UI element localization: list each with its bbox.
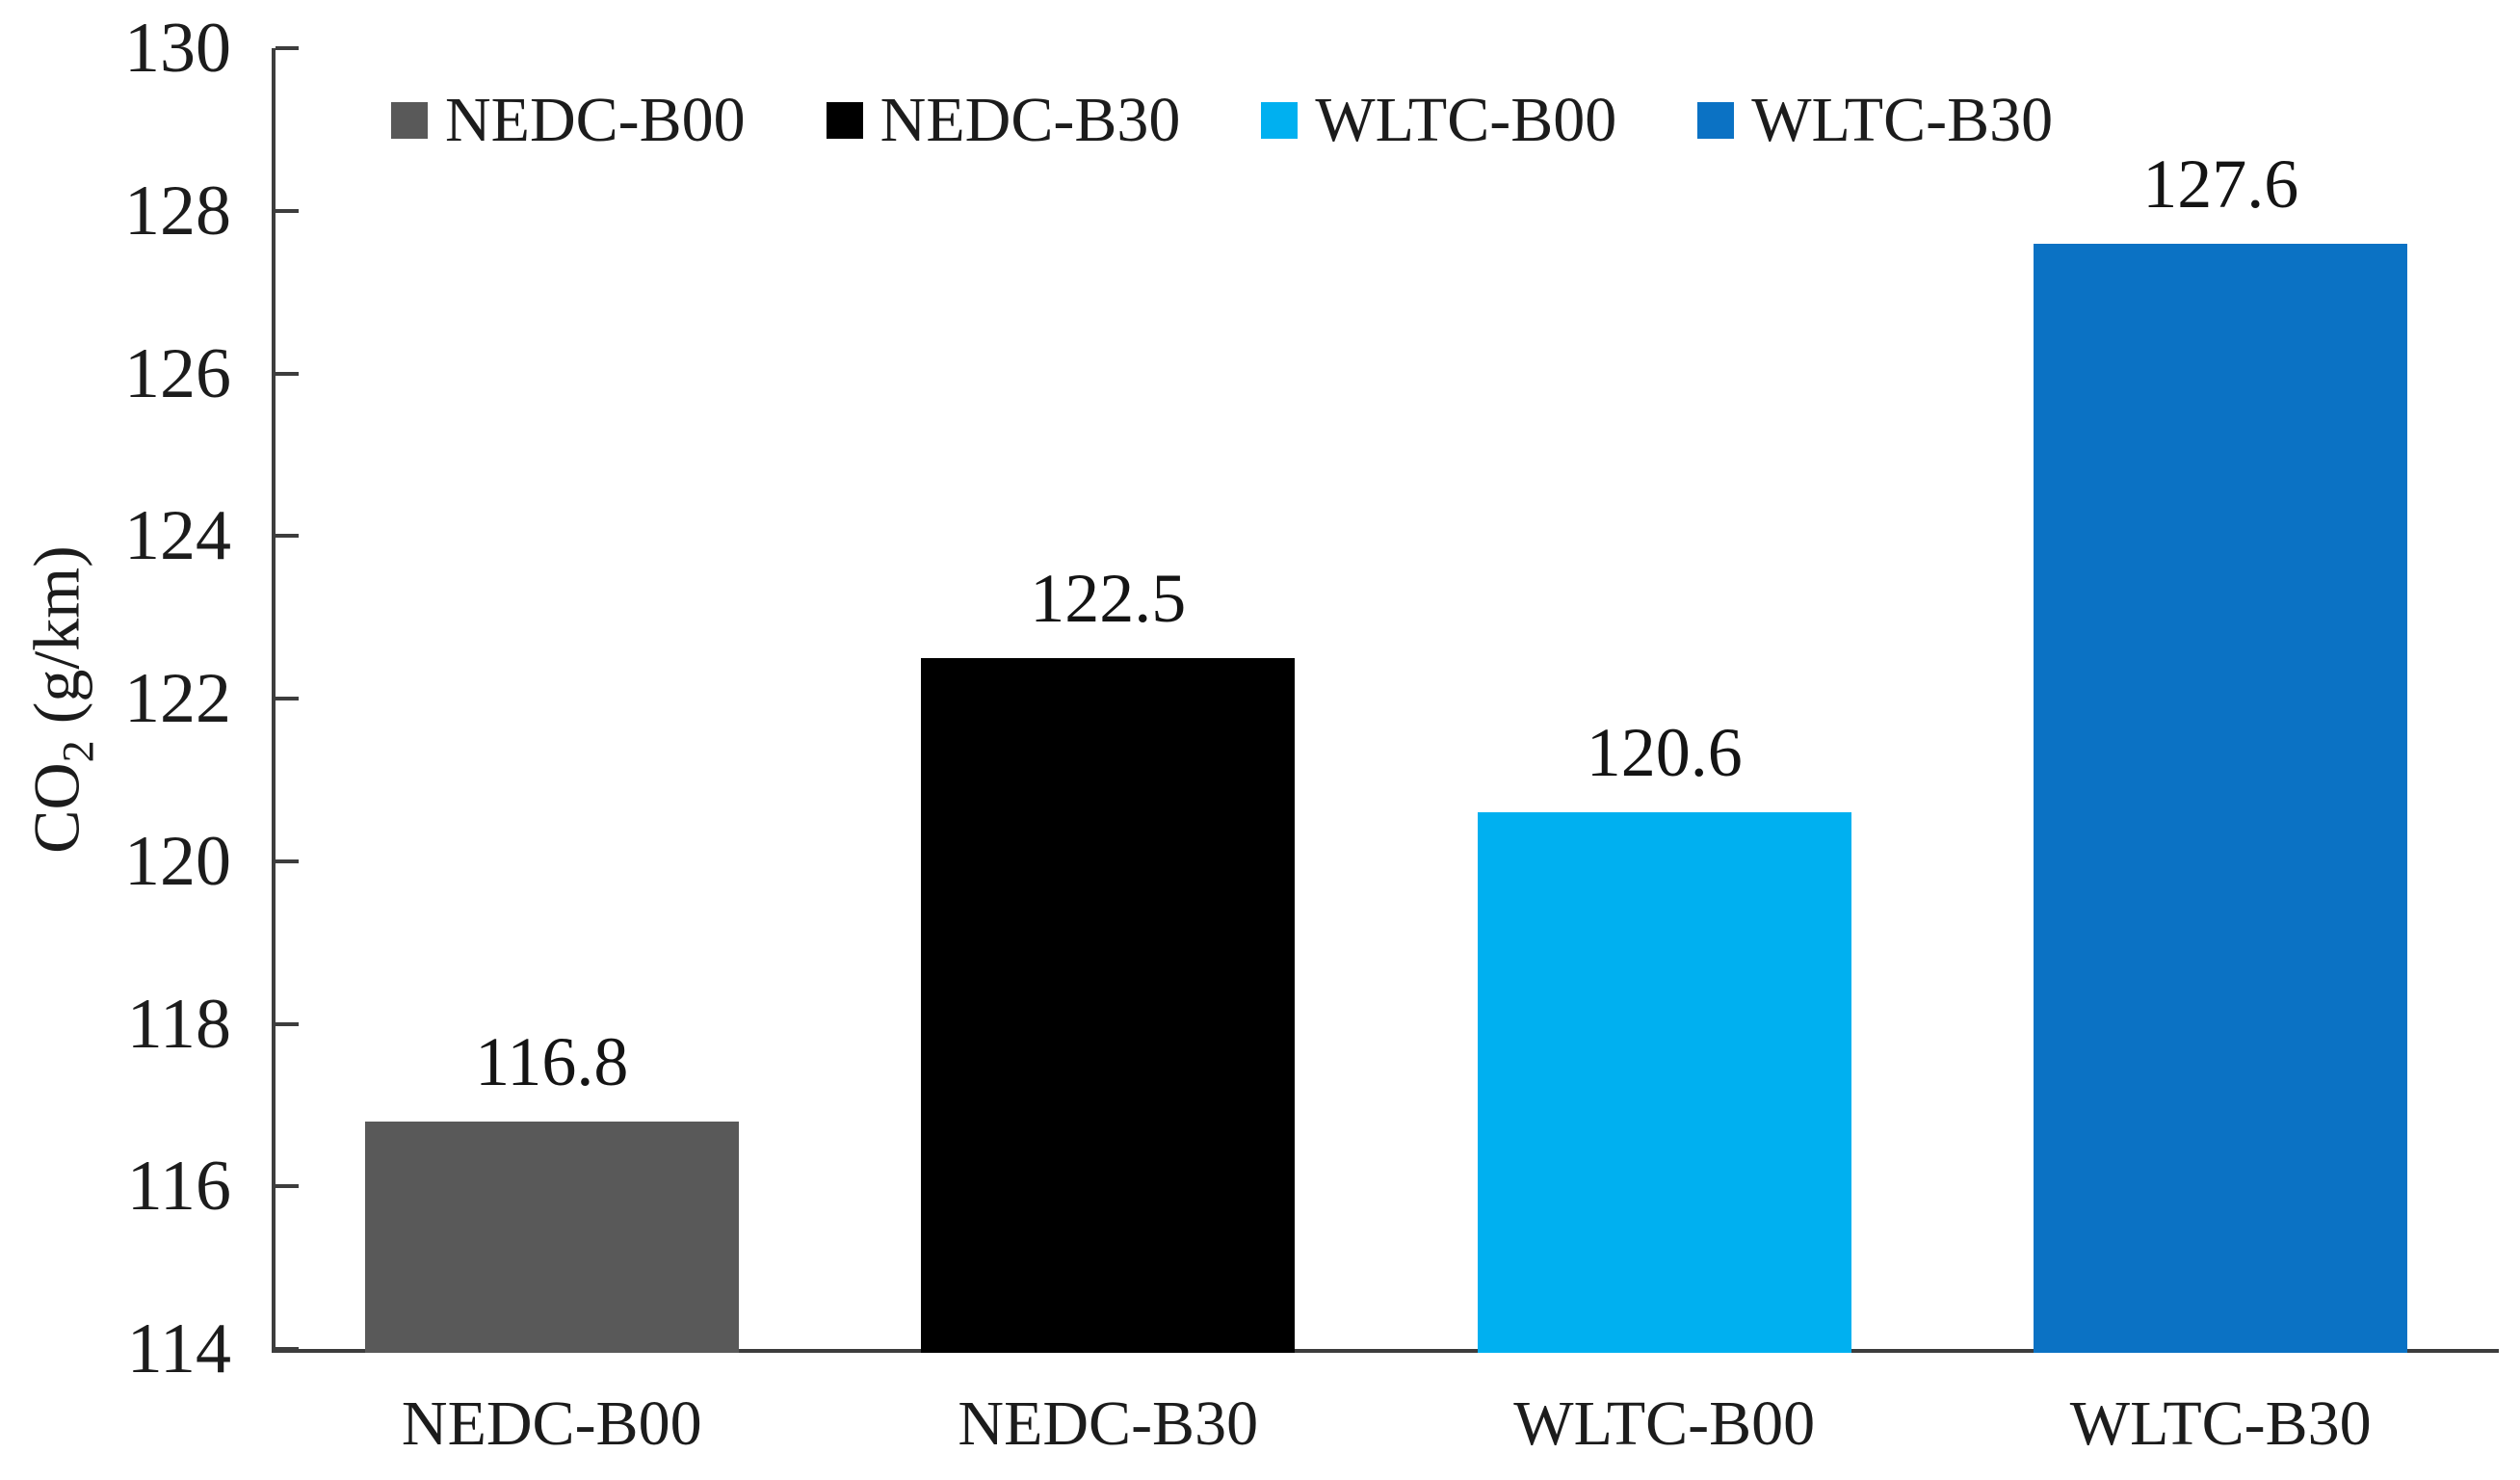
y-tick-label: 116 [126,1147,231,1227]
y-tick-mark [276,1184,299,1189]
legend-label: WLTC-B00 [1315,85,1617,155]
y-tick-mark [276,534,299,539]
bar-value-label: 127.6 [2142,145,2299,223]
x-axis-label-NEDC-B00: NEDC-B00 [401,1388,702,1459]
y-tick-label: 124 [124,496,231,576]
bar-value-label: 122.5 [1030,559,1187,637]
bar-NEDC-B30 [921,657,1296,1353]
y-tick-label: 120 [124,821,231,901]
y-tick-mark [276,371,299,376]
y-tick-label: 114 [126,1309,231,1388]
y-tick-mark [276,46,299,50]
y-tick-mark [276,697,299,700]
x-axis-label-WLTC-B00: WLTC-B00 [1513,1388,1816,1459]
legend: NEDC-B00 NEDC-B30 WLTC-B00 WLTC-B30 [391,89,2053,152]
legend-label: WLTC-B30 [1751,85,2054,155]
bar-value-label: 116.8 [475,1022,629,1100]
legend-item-WLTC-B30: WLTC-B30 [1697,89,2053,152]
bar-WLTC-B30 [2034,243,2408,1353]
legend-item-NEDC-B30: NEDC-B30 [826,85,1181,155]
x-axis-line [272,1349,2499,1353]
y-tick-mark [276,1021,299,1026]
y-tick-label: 126 [124,333,231,413]
legend-label: NEDC-B00 [445,85,746,155]
y-tick-label: 122 [124,659,231,738]
y-tick-label: 118 [126,984,231,1064]
y-tick-label: 128 [124,171,231,251]
y-axis-line [272,48,276,1353]
x-axis-label-WLTC-B30: WLTC-B30 [2069,1388,2372,1459]
x-axis-label-NEDC-B30: NEDC-B30 [958,1388,1259,1459]
bar-WLTC-B00 [1477,812,1851,1353]
y-tick-label: 130 [124,9,231,88]
legend-swatch-icon [1261,102,1299,139]
legend-swatch-icon [391,102,428,139]
legend-swatch-icon [826,102,863,139]
y-tick-mark [276,859,299,863]
legend-item-WLTC-B00: WLTC-B00 [1261,89,1616,152]
y-axis-title-subscript: 2 [54,740,104,763]
bar-value-label: 120.6 [1586,714,1743,792]
y-tick-mark [276,1347,299,1351]
y-tick-mark [276,208,299,213]
legend-item-NEDC-B00: NEDC-B00 [391,89,746,152]
legend-swatch-icon [1697,102,1735,139]
legend-label: NEDC-B30 [879,85,1181,155]
bar-NEDC-B00 [364,1121,739,1353]
